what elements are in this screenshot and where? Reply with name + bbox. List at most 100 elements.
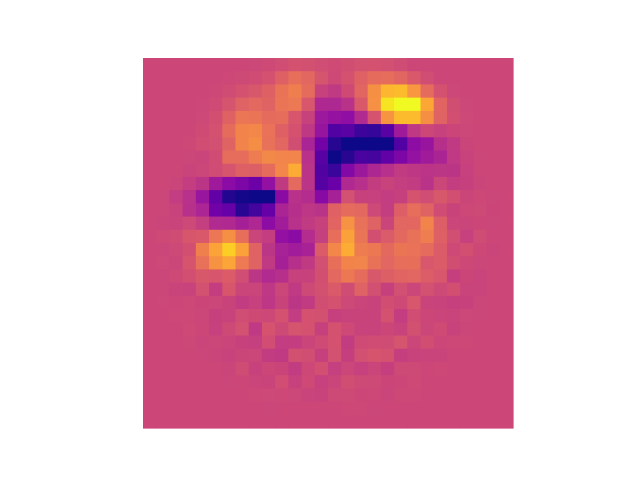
heatmap-cell <box>499 84 514 99</box>
heatmap-cell <box>288 388 303 403</box>
heatmap-cell <box>156 71 171 86</box>
heatmap-cell <box>235 176 250 191</box>
heatmap-cell <box>182 309 197 323</box>
heatmap-cell <box>460 58 474 72</box>
heatmap-cell <box>328 84 342 99</box>
heatmap-cell <box>420 203 435 218</box>
heatmap-cell <box>288 229 303 244</box>
heatmap-cell <box>143 269 157 284</box>
heatmap-cell <box>275 414 289 429</box>
heatmap-cell <box>209 71 223 86</box>
heatmap-cell <box>328 375 342 389</box>
heatmap-cell <box>380 322 395 337</box>
heatmap-cell <box>433 256 448 271</box>
heatmap-cell <box>209 243 223 257</box>
heatmap-cell <box>446 84 461 99</box>
heatmap-cell <box>499 282 514 297</box>
heatmap-cell <box>460 137 474 152</box>
heatmap-cell <box>275 322 289 337</box>
heatmap-cell <box>143 348 157 363</box>
heatmap-cell <box>499 71 514 86</box>
heatmap-cell <box>446 71 461 86</box>
heatmap-cell <box>314 84 329 99</box>
heatmap-cell <box>288 58 303 72</box>
heatmap-cell <box>486 216 501 231</box>
heatmap-cell <box>433 216 448 231</box>
heatmap-cell <box>486 110 501 125</box>
heatmap-cell <box>143 375 157 389</box>
heatmap-cell <box>433 322 448 337</box>
heatmap-cell <box>209 361 223 376</box>
heatmap-cell <box>420 388 435 403</box>
heatmap-cell <box>380 243 395 257</box>
heatmap-cell <box>301 110 316 125</box>
heatmap-cell <box>354 322 369 337</box>
heatmap-cell <box>380 335 395 350</box>
heatmap-cell <box>499 190 514 204</box>
heatmap-cell <box>156 97 171 112</box>
heatmap-cell <box>446 388 461 403</box>
heatmap-cell <box>354 282 369 297</box>
heatmap-cell <box>354 256 369 271</box>
heatmap-cell <box>209 190 223 204</box>
heatmap-cell <box>235 322 250 337</box>
heatmap-cell <box>433 84 448 99</box>
heatmap-cell <box>261 84 276 99</box>
heatmap-cell <box>341 335 356 350</box>
heatmap-cell <box>275 84 289 99</box>
heatmap-cell <box>261 388 276 403</box>
heatmap-cell <box>341 163 356 178</box>
heatmap-cell <box>261 71 276 86</box>
heatmap-cell <box>169 388 184 403</box>
heatmap-cell <box>433 282 448 297</box>
heatmap-cell <box>354 124 369 138</box>
heatmap-cell <box>354 243 369 257</box>
heatmap-cell <box>354 309 369 323</box>
heatmap-cell <box>354 348 369 363</box>
heatmap-cell <box>235 361 250 376</box>
heatmap-cell <box>314 401 329 416</box>
heatmap-cell <box>301 124 316 138</box>
heatmap-cell <box>301 150 316 165</box>
heatmap-cell <box>354 150 369 165</box>
heatmap-cell <box>248 97 263 112</box>
heatmap-cell <box>341 309 356 323</box>
heatmap-cell <box>341 84 356 99</box>
heatmap-cell <box>367 335 382 350</box>
heatmap-cell <box>328 203 342 218</box>
heatmap-cell <box>248 401 263 416</box>
heatmap-cell <box>301 71 316 86</box>
heatmap-cell <box>328 150 342 165</box>
heatmap-cell <box>182 335 197 350</box>
heatmap-cell <box>380 71 395 86</box>
heatmap-cell <box>209 58 223 72</box>
heatmap-cell <box>209 322 223 337</box>
heatmap-cell <box>328 176 342 191</box>
heatmap-cell <box>182 401 197 416</box>
heatmap-cell <box>288 137 303 152</box>
heatmap-cell <box>195 216 210 231</box>
heatmap-cell <box>446 203 461 218</box>
heatmap-cell <box>367 150 382 165</box>
heatmap-cell <box>341 388 356 403</box>
heatmap-cell <box>499 243 514 257</box>
heatmap-cell <box>460 150 474 165</box>
heatmap-cell <box>486 190 501 204</box>
heatmap-cell <box>380 401 395 416</box>
heatmap-cell <box>354 295 369 310</box>
heatmap-cell <box>380 216 395 231</box>
heatmap-cell <box>407 282 422 297</box>
heatmap-cell <box>328 71 342 86</box>
heatmap-cell <box>195 124 210 138</box>
heatmap-cell <box>301 348 316 363</box>
heatmap-cell <box>460 375 474 389</box>
heatmap-cell <box>433 176 448 191</box>
heatmap-cell <box>275 216 289 231</box>
heatmap-cell <box>235 216 250 231</box>
heatmap-cell <box>499 348 514 363</box>
heatmap-cell <box>156 269 171 284</box>
heatmap-cell <box>235 309 250 323</box>
heatmap-cell <box>473 203 488 218</box>
heatmap-cell <box>156 348 171 363</box>
heatmap-cell <box>394 309 408 323</box>
